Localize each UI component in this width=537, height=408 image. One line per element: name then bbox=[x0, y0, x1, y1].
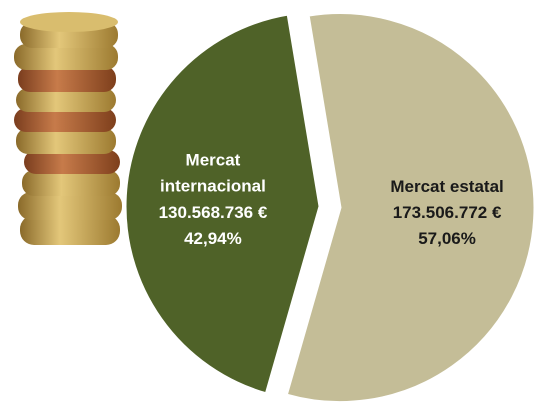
page: {"chart_data": {"type": "pie", "categori… bbox=[0, 0, 537, 408]
slice-category-label: Mercat estatal bbox=[390, 177, 503, 196]
slice-amount-label: 173.506.772 € bbox=[393, 203, 502, 222]
slice-value-label: 42,94% bbox=[184, 229, 242, 248]
slice-amount-label: 130.568.736 € bbox=[159, 203, 268, 222]
coin-stack bbox=[14, 12, 122, 245]
chart: Mercatinternacional130.568.736 €42,94%Me… bbox=[0, 0, 537, 408]
slice-value-label: 57,06% bbox=[418, 229, 476, 248]
